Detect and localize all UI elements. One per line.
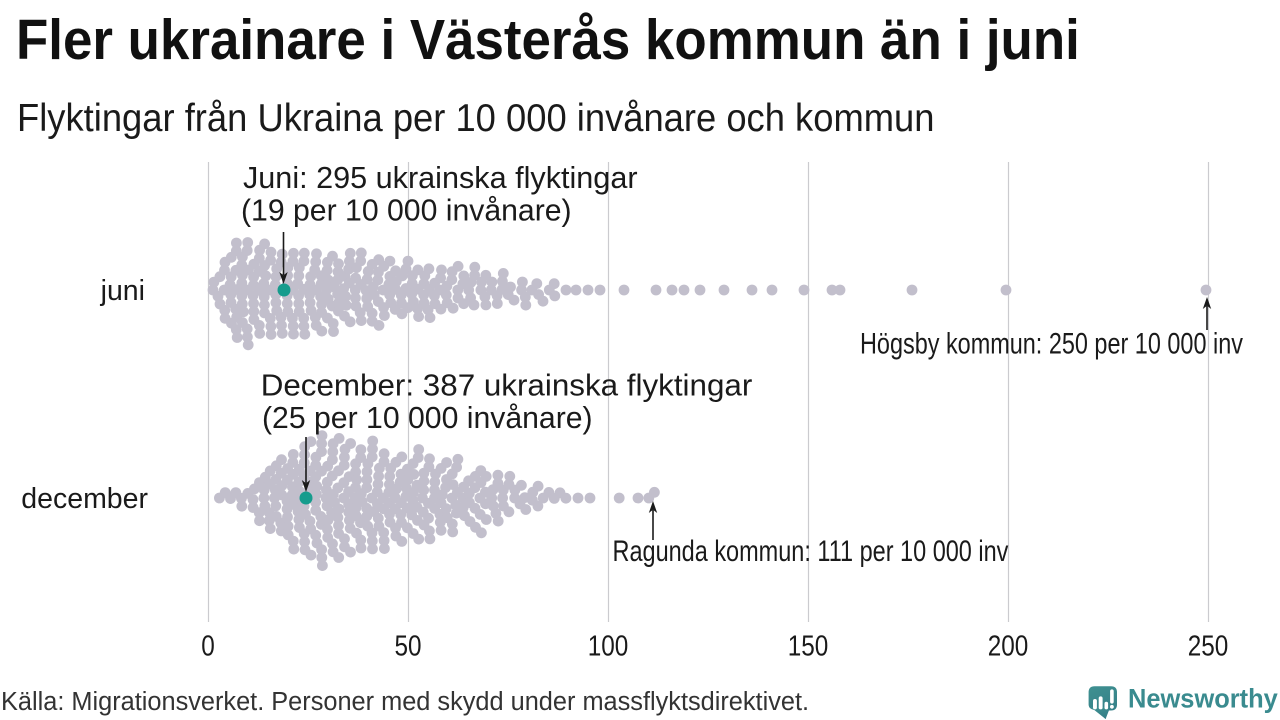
- svg-text:50: 50: [394, 630, 421, 662]
- svg-text:Fler ukrainare i Västerås komm: Fler ukrainare i Västerås kommun än i ju…: [16, 7, 1080, 71]
- svg-text:Ragunda kommun: 111 per 10 000: Ragunda kommun: 111 per 10 000 inv: [613, 534, 1009, 567]
- svg-text:150: 150: [788, 630, 829, 662]
- svg-text:december: december: [21, 483, 148, 515]
- svg-text:juni: juni: [100, 275, 145, 307]
- svg-text:Flyktingar från Ukraina per 10: Flyktingar från Ukraina per 10 000 invån…: [17, 96, 934, 139]
- svg-text:200: 200: [988, 630, 1029, 662]
- svg-text:250: 250: [1188, 630, 1229, 662]
- svg-text:100: 100: [588, 630, 629, 662]
- svg-text:December: 387 ukrainska flykti: December: 387 ukrainska flyktingar: [261, 368, 753, 402]
- svg-text:Högsby kommun: 250 per 10 000: Högsby kommun: 250 per 10 000 inv: [860, 327, 1244, 360]
- svg-text:Juni: 295 ukrainska flyktingar: Juni: 295 ukrainska flyktingar: [243, 161, 638, 195]
- svg-text:0: 0: [201, 630, 215, 662]
- svg-text:(25 per 10 000 invånare): (25 per 10 000 invånare): [262, 402, 593, 435]
- svg-text:(19 per 10 000 invånare): (19 per 10 000 invånare): [241, 195, 572, 228]
- svg-text:Newsworthy: Newsworthy: [1128, 683, 1278, 714]
- svg-text:Källa: Migrationsverket. Perso: Källa: Migrationsverket. Personer med sk…: [1, 688, 809, 716]
